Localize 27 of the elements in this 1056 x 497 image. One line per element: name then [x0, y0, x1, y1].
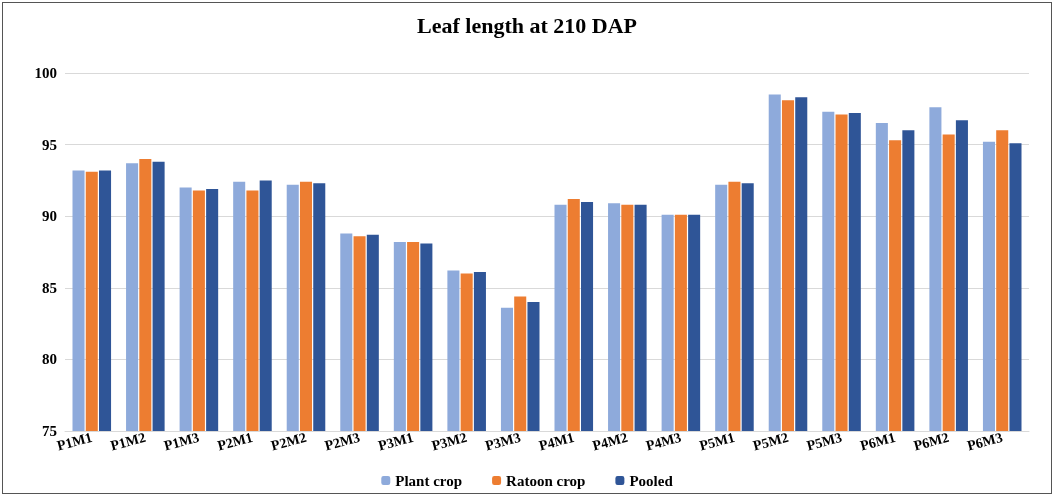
y-tick-label: 80 — [42, 351, 57, 368]
x-tick-label: P6M3 — [965, 429, 1005, 454]
x-tick-label: P5M1 — [697, 429, 737, 454]
y-tick-label: 100 — [34, 65, 57, 81]
x-tick-label: P1M2 — [108, 429, 148, 454]
y-tick-label: 75 — [42, 423, 57, 439]
x-tick-label: P4M2 — [590, 429, 630, 454]
x-tick-label: P5M3 — [805, 429, 844, 454]
x-tick-label: P6M1 — [858, 429, 898, 454]
legend-label: Ratoon crop — [506, 472, 586, 489]
x-tick-label: P3M2 — [430, 429, 469, 454]
x-tick-label: P1M3 — [162, 429, 201, 454]
x-tick-label: P4M1 — [537, 429, 576, 454]
x-tick-label: P4M3 — [644, 429, 683, 454]
chart-title: Leaf length at 210 DAP — [417, 12, 637, 38]
x-tick-label: P2M3 — [323, 429, 362, 454]
y-tick-label: 85 — [42, 279, 57, 296]
x-tick-label: P3M1 — [376, 429, 416, 454]
y-tick-label: 95 — [42, 136, 57, 153]
x-tick-label: P5M2 — [751, 429, 790, 454]
x-tick-label: P2M2 — [269, 429, 308, 454]
x-tick-label: P3M3 — [483, 429, 523, 454]
legend-label: Plant crop — [395, 472, 463, 489]
y-tick-label: 90 — [42, 208, 57, 225]
x-tick-label: P2M1 — [215, 429, 255, 454]
legend-label: Pooled — [629, 472, 674, 489]
x-tick-label: P6M2 — [912, 429, 951, 454]
